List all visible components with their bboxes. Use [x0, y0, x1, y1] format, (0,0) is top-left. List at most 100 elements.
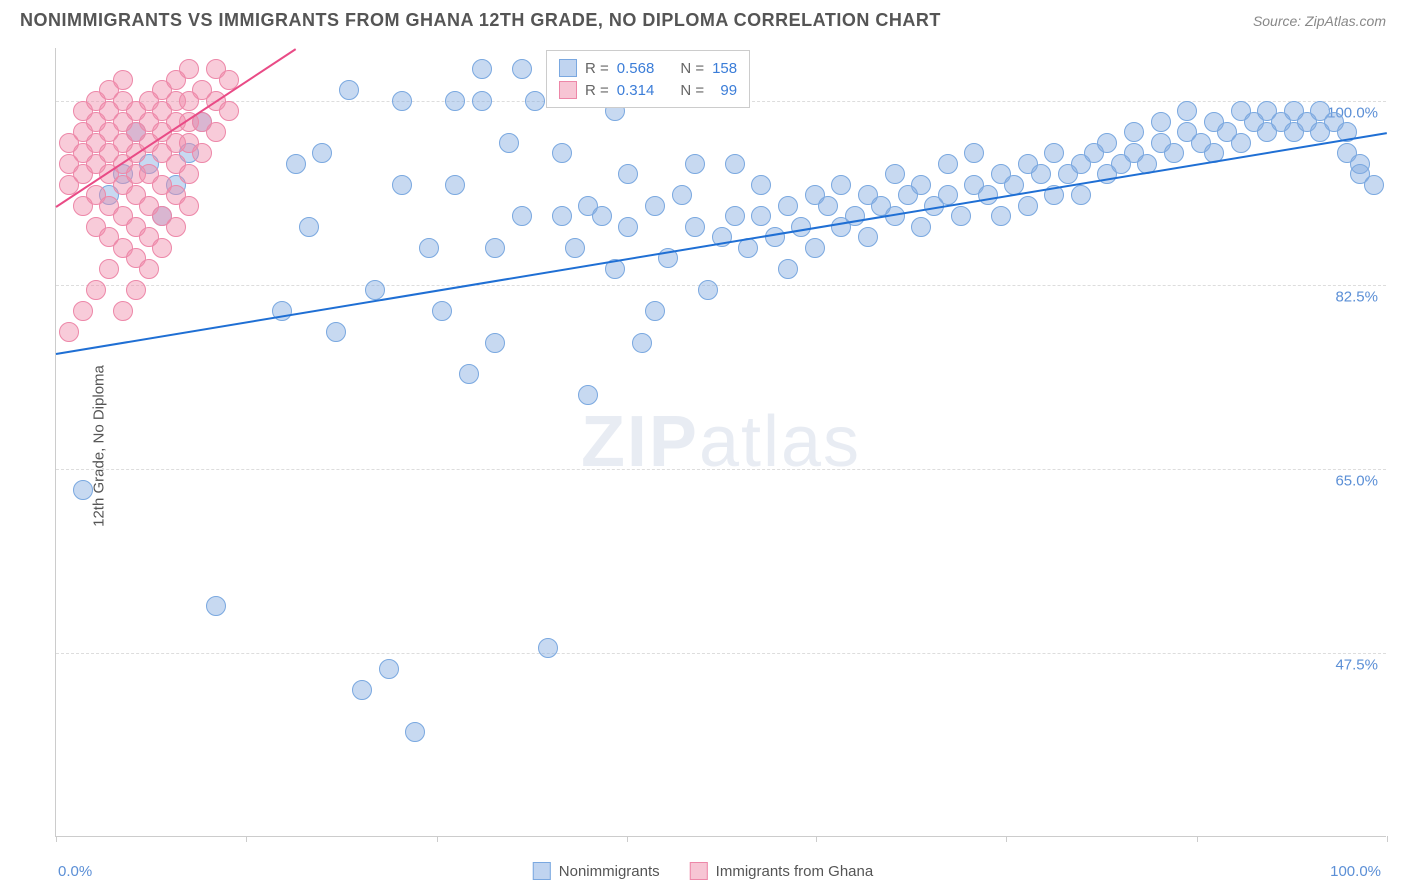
scatter-point	[685, 154, 705, 174]
grid-line	[56, 469, 1386, 470]
scatter-point	[152, 238, 172, 258]
scatter-point	[938, 154, 958, 174]
scatter-point	[405, 722, 425, 742]
scatter-point	[365, 280, 385, 300]
scatter-point	[552, 206, 572, 226]
r-label: R =	[585, 60, 609, 77]
scatter-point	[645, 196, 665, 216]
x-tick-mark	[627, 836, 628, 842]
n-label: N =	[680, 60, 704, 77]
scatter-point	[672, 185, 692, 205]
scatter-point	[485, 238, 505, 258]
scatter-point	[525, 91, 545, 111]
scatter-point	[1044, 143, 1064, 163]
scatter-point	[73, 480, 93, 500]
scatter-point	[778, 259, 798, 279]
trend-line	[56, 132, 1387, 355]
scatter-point	[392, 91, 412, 111]
scatter-point	[179, 196, 199, 216]
scatter-point	[286, 154, 306, 174]
scatter-point	[512, 206, 532, 226]
x-tick-mark	[1387, 836, 1388, 842]
scatter-point	[499, 133, 519, 153]
chart-header: NONIMMIGRANTS VS IMMIGRANTS FROM GHANA 1…	[0, 0, 1406, 36]
scatter-point	[472, 59, 492, 79]
scatter-point	[911, 175, 931, 195]
legend-item: Immigrants from Ghana	[690, 862, 874, 880]
scatter-point	[113, 70, 133, 90]
legend-swatch	[559, 59, 577, 77]
scatter-point	[432, 301, 452, 321]
y-tick-label: 65.0%	[1335, 472, 1378, 489]
n-value: 99	[712, 82, 737, 99]
scatter-point	[1364, 175, 1384, 195]
scatter-point	[552, 143, 572, 163]
y-tick-label: 82.5%	[1335, 288, 1378, 305]
y-tick-label: 47.5%	[1335, 656, 1378, 673]
x-tick-mark	[1197, 836, 1198, 842]
r-value: 0.568	[617, 60, 655, 77]
scatter-point	[578, 385, 598, 405]
scatter-point	[192, 143, 212, 163]
scatter-point	[991, 206, 1011, 226]
scatter-point	[964, 143, 984, 163]
scatter-point	[445, 91, 465, 111]
scatter-point	[179, 164, 199, 184]
x-axis-max-label: 100.0%	[1330, 863, 1381, 880]
scatter-point	[1018, 196, 1038, 216]
scatter-point	[1177, 101, 1197, 121]
scatter-point	[818, 196, 838, 216]
scatter-point	[206, 596, 226, 616]
legend-label: Immigrants from Ghana	[716, 863, 874, 880]
scatter-point	[765, 227, 785, 247]
scatter-point	[512, 59, 532, 79]
scatter-point	[592, 206, 612, 226]
legend-swatch	[533, 862, 551, 880]
scatter-point	[858, 227, 878, 247]
scatter-point	[392, 175, 412, 195]
n-label: N =	[680, 82, 704, 99]
legend-swatch	[690, 862, 708, 880]
scatter-point	[791, 217, 811, 237]
scatter-point	[139, 259, 159, 279]
scatter-point	[618, 164, 638, 184]
scatter-point	[1097, 133, 1117, 153]
scatter-point	[326, 322, 346, 342]
scatter-point	[86, 280, 106, 300]
scatter-point	[166, 217, 186, 237]
scatter-point	[725, 206, 745, 226]
n-value: 158	[712, 60, 737, 77]
scatter-point	[312, 143, 332, 163]
scatter-point	[1164, 143, 1184, 163]
scatter-point	[1231, 133, 1251, 153]
legend-item: Nonimmigrants	[533, 862, 660, 880]
scatter-point	[698, 280, 718, 300]
scatter-point	[352, 680, 372, 700]
scatter-point	[1151, 112, 1171, 132]
scatter-point	[751, 175, 771, 195]
scatter-point	[485, 333, 505, 353]
stats-legend: R =0.568N =158R =0.314N = 99	[546, 50, 750, 108]
scatter-point	[778, 196, 798, 216]
series-legend: Nonimmigrants Immigrants from Ghana	[533, 862, 873, 880]
scatter-point	[885, 164, 905, 184]
scatter-point	[632, 333, 652, 353]
scatter-point	[472, 91, 492, 111]
scatter-point	[179, 59, 199, 79]
scatter-point	[538, 638, 558, 658]
scatter-point	[73, 301, 93, 321]
scatter-point	[126, 280, 146, 300]
scatter-point	[299, 217, 319, 237]
scatter-point	[725, 154, 745, 174]
scatter-point	[618, 217, 638, 237]
x-tick-mark	[437, 836, 438, 842]
x-axis-min-label: 0.0%	[58, 863, 92, 880]
scatter-point	[219, 101, 239, 121]
legend-swatch	[559, 81, 577, 99]
chart-source: Source: ZipAtlas.com	[1253, 13, 1386, 29]
scatter-point	[113, 301, 133, 321]
r-label: R =	[585, 82, 609, 99]
scatter-point	[1031, 164, 1051, 184]
scatter-point	[978, 185, 998, 205]
x-tick-mark	[246, 836, 247, 842]
